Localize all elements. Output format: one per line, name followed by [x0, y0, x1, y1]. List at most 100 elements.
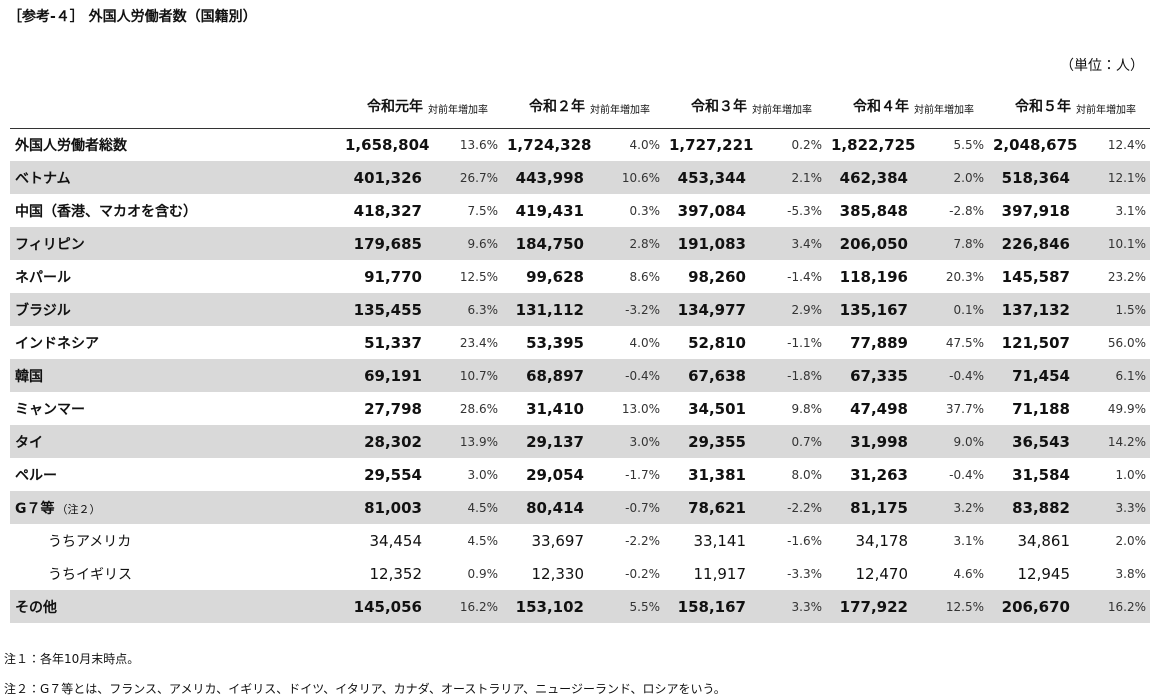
count-cell: 121,507 — [1001, 333, 1070, 352]
row-label: ベトナム — [15, 170, 71, 187]
count-cell: 33,141 — [693, 531, 747, 550]
table-row: 外国人労働者総数 1,658,804 13.6% 1,724,328 4.0% 1,727… — [10, 128, 1150, 161]
count-cell: 206,670 — [1001, 597, 1070, 616]
rate-cell: -1.6% — [787, 533, 822, 548]
row-label-cell: ネパール — [10, 260, 340, 293]
rate-cell: 9.0% — [953, 434, 985, 449]
count-cell: 36,543 — [1012, 432, 1070, 451]
rate-cell: 12.1% — [1107, 170, 1146, 185]
count-cell: 12,352 — [369, 564, 423, 583]
count-cell: 177,922 — [839, 597, 908, 616]
count-cell: 179,685 — [353, 234, 422, 253]
row-label-cell: タイ — [10, 425, 340, 458]
rate-cell: 3.4% — [791, 236, 823, 251]
rate-cell: 5.5% — [629, 599, 661, 614]
row-label-cell: 韓国 — [10, 359, 340, 392]
rate-cell: -1.8% — [787, 368, 822, 383]
count-cell: 31,263 — [850, 465, 908, 484]
rate-cell: -0.2% — [625, 566, 660, 581]
row-label: ペルー — [15, 467, 57, 484]
count-cell: 12,945 — [1017, 564, 1071, 583]
table-row: インドネシア 51,337 23.4% 53,395 4.0% 52,810 -1.1% 77… — [10, 326, 1150, 359]
count-cell: 135,167 — [839, 300, 908, 319]
rate-cell: 7.5% — [467, 203, 499, 218]
rate-cell: 4.5% — [467, 533, 499, 548]
rate-cell: 4.0% — [629, 137, 661, 152]
rate-cell: 4.5% — [467, 500, 499, 515]
rate-cell: 10.1% — [1107, 236, 1146, 251]
count-cell: 184,750 — [515, 234, 584, 253]
header-year: 令和４年 — [853, 98, 909, 115]
rate-cell: 0.2% — [791, 137, 823, 152]
count-cell: 518,364 — [1001, 168, 1070, 187]
count-cell: 71,454 — [1012, 366, 1070, 385]
table-row: G７等 （注２） 81,003 4.5% 80,414 -0.7% 78,621 -2.2% 8… — [10, 491, 1150, 524]
rate-cell: 13.6% — [459, 137, 498, 152]
rate-cell: 56.0% — [1107, 335, 1146, 350]
rate-cell: -3.2% — [625, 302, 660, 317]
row-label-cell: ブラジル — [10, 293, 340, 326]
count-cell: 191,083 — [677, 234, 746, 253]
count-cell: 153,102 — [515, 597, 584, 616]
header-year: 令和２年 — [529, 98, 585, 115]
count-cell: 145,056 — [353, 597, 422, 616]
rate-cell: 2.9% — [791, 302, 823, 317]
rate-cell: -2.8% — [949, 203, 984, 218]
rate-cell: 2.0% — [953, 170, 985, 185]
count-cell: 80,414 — [526, 498, 584, 517]
count-cell: 83,882 — [1012, 498, 1070, 517]
row-label-cell: 中国（香港、マカオを含む） — [10, 194, 340, 227]
rate-cell: 20.3% — [945, 269, 984, 284]
count-cell: 158,167 — [677, 597, 746, 616]
rate-cell: 7.8% — [953, 236, 985, 251]
rate-cell: 0.3% — [629, 203, 661, 218]
rate-cell: 4.6% — [953, 566, 985, 581]
rate-cell: 10.7% — [459, 368, 498, 383]
count-cell: 397,918 — [1001, 201, 1070, 220]
header-rate: 対前年増加率 — [428, 105, 488, 117]
header-year: 令和５年 — [1015, 98, 1071, 115]
rate-cell: -5.3% — [787, 203, 822, 218]
table-row: うちアメリカ 34,454 4.5% 33,697 -2.2% 33,141 -1.6% 34… — [10, 524, 1150, 557]
rate-cell: -3.3% — [787, 566, 822, 581]
header-row: 令和元年 対前年増加率 令和２年 対前年増加率 令和３年 対前年増加率 令和４年 対前年増加率… — [10, 84, 1150, 128]
rate-cell: 12.5% — [459, 269, 498, 284]
count-cell: 71,188 — [1012, 399, 1070, 418]
rate-cell: 49.9% — [1107, 401, 1146, 416]
table-row: ベトナム 401,326 26.7% 443,998 10.6% 453,344 2.1% 4… — [10, 161, 1150, 194]
rate-cell: 0.1% — [953, 302, 985, 317]
header-rate: 対前年増加率 — [590, 105, 650, 117]
count-cell: 11,917 — [693, 564, 747, 583]
row-label: 外国人労働者総数 — [15, 137, 127, 154]
count-cell: 29,054 — [526, 465, 584, 484]
rate-cell: 5.5% — [953, 137, 985, 152]
row-label: ネパール — [15, 269, 71, 286]
table-row: ブラジル 135,455 6.3% 131,112 -3.2% 134,977 2.9% 13… — [10, 293, 1150, 326]
rate-cell: -1.1% — [787, 335, 822, 350]
count-cell: 34,501 — [688, 399, 746, 418]
rate-cell: 37.7% — [945, 401, 984, 416]
row-label-cell: うちアメリカ — [10, 524, 340, 557]
count-cell: 33,697 — [531, 531, 585, 550]
rate-cell: 3.1% — [953, 533, 985, 548]
rate-cell: 10.6% — [621, 170, 660, 185]
rate-cell: 3.8% — [1115, 566, 1147, 581]
rate-cell: 8.6% — [629, 269, 661, 284]
count-cell: 34,178 — [855, 531, 909, 550]
header-blank — [10, 84, 340, 128]
count-cell: 81,003 — [364, 498, 422, 517]
row-label: 中国（香港、マカオを含む） — [15, 203, 197, 220]
count-cell: 91,770 — [364, 267, 422, 286]
count-cell: 401,326 — [353, 168, 422, 187]
row-label: ブラジル — [15, 302, 71, 319]
rate-cell: 16.2% — [459, 599, 498, 614]
rate-cell: -0.7% — [625, 500, 660, 515]
rate-cell: 9.8% — [791, 401, 823, 416]
rate-cell: -1.4% — [787, 269, 822, 284]
count-cell: 53,395 — [526, 333, 584, 352]
table-row: ペルー 29,554 3.0% 29,054 -1.7% 31,381 8.0% 31,263… — [10, 458, 1150, 491]
count-cell: 206,050 — [839, 234, 908, 253]
row-label-cell: その他 — [10, 590, 340, 623]
count-cell: 34,454 — [369, 531, 423, 550]
count-cell: 462,384 — [839, 168, 908, 187]
